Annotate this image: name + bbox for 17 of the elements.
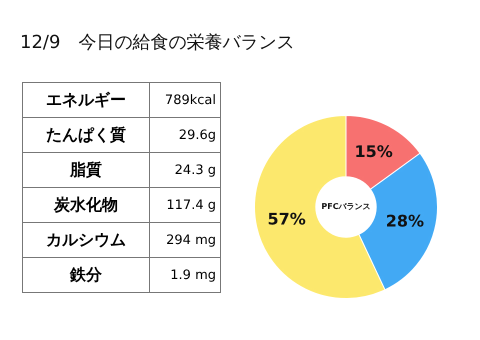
- data-label: 15%: [354, 142, 393, 161]
- text: 12/9 今日の給食の栄養バランス: [20, 31, 294, 54]
- text: 117.4 g: [166, 198, 216, 212]
- data-label: 57%: [267, 209, 306, 228]
- text: 1.9 mg: [170, 268, 216, 282]
- text: 24.3 g: [174, 162, 216, 178]
- text: 789kcal: [164, 92, 216, 108]
- category-label: たんぱく質: [22, 118, 150, 152]
- category-label: 炭水化物: [22, 188, 150, 222]
- text: PFCバランス: [321, 202, 371, 212]
- category-label: エネルギー: [22, 82, 150, 118]
- category-label: 脂質: [22, 152, 150, 188]
- category-label: 鉄分: [22, 258, 150, 292]
- category-label: カルシウム: [22, 222, 150, 258]
- data-label: 28%: [386, 211, 424, 230]
- text: 29.6g: [178, 128, 216, 142]
- text: 294 mg: [166, 232, 216, 248]
